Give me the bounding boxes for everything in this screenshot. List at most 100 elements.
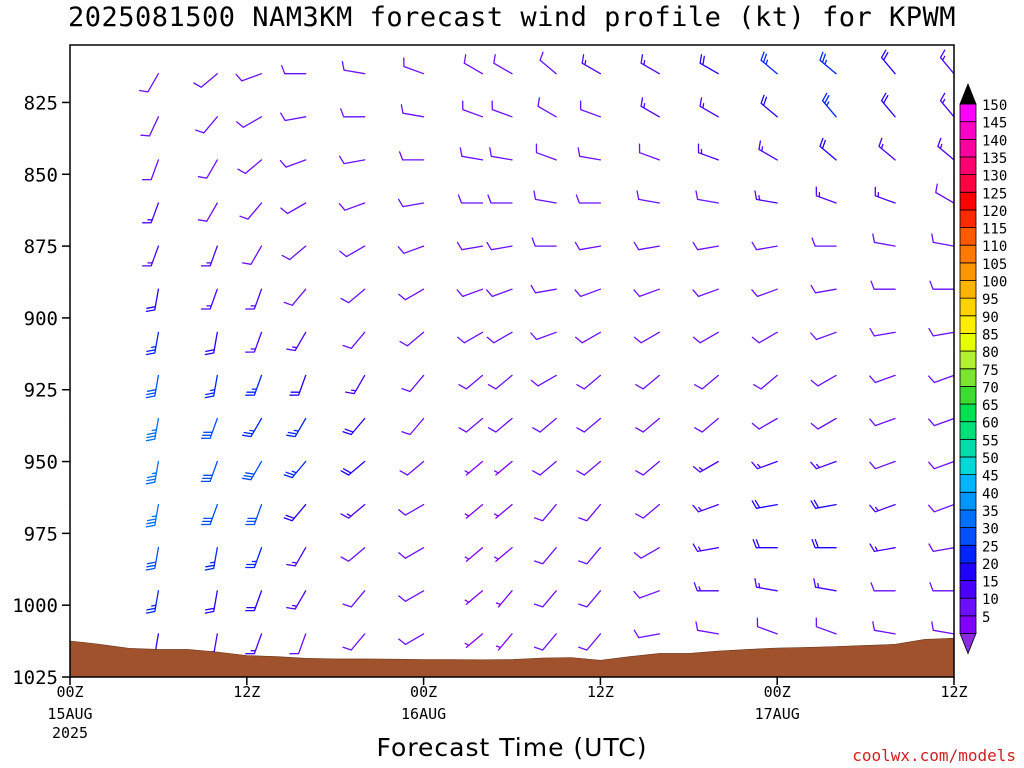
wind-barb [280, 112, 307, 122]
wind-barb [751, 460, 778, 470]
wind-barb [493, 503, 513, 519]
wind-barb [760, 51, 778, 75]
wind-barb [397, 198, 425, 208]
wind-barb [695, 621, 719, 635]
wind-barb [931, 621, 954, 635]
wind-barb [70, 288, 71, 293]
wind-barb [463, 54, 484, 75]
wind-barb [398, 590, 425, 602]
wind-barb [398, 503, 425, 516]
wind-barb [456, 241, 484, 251]
colorbar-swatch [959, 385, 977, 405]
colorbar-max-arrow [959, 82, 977, 105]
wind-barb [939, 92, 954, 118]
wind-barb [535, 143, 557, 161]
wind-barb [70, 503, 71, 509]
wind-barb [286, 547, 307, 567]
wind-barb [456, 288, 484, 298]
wind-barb [869, 374, 896, 384]
wind-barb [692, 543, 719, 553]
wind-barb [245, 374, 263, 396]
wind-barb [574, 331, 602, 344]
wind-barb [486, 331, 513, 344]
wind-barb [533, 590, 557, 608]
x-tick-label: 00Z [764, 683, 791, 701]
colorbar-label: 50 [982, 451, 999, 467]
wind-barb [581, 54, 602, 75]
colorbar-label: 115 [982, 222, 1007, 238]
y-tick-label: 900 [24, 308, 58, 330]
wind-barb [810, 460, 837, 470]
wind-barb [464, 633, 484, 649]
wind-barb [533, 503, 557, 522]
wind-barb [280, 202, 307, 215]
wind-barb [340, 460, 366, 476]
wind-barb [458, 374, 484, 390]
wind-barb [142, 245, 160, 267]
colorbar-label: 55 [982, 433, 999, 449]
wind-barb [145, 374, 160, 399]
wind-barb [403, 57, 425, 75]
colorbar-label: 135 [982, 151, 1007, 167]
wind-barb [939, 49, 954, 75]
wind-barb [487, 417, 513, 433]
wind-barb [539, 51, 557, 75]
wind-barb [693, 582, 719, 592]
wind-barb [811, 237, 837, 247]
wind-barb [398, 151, 425, 161]
wind-barb [204, 331, 218, 356]
wind-barb [754, 190, 778, 204]
wind-barb [70, 633, 71, 638]
colorbar-swatch [959, 227, 977, 246]
wind-barb [578, 547, 602, 565]
wind-barb [819, 137, 837, 161]
colorbar-label: 145 [982, 116, 1007, 132]
wind-barb [495, 633, 513, 651]
source-credit: coolwx.com/models [852, 746, 1016, 765]
wind-barb [531, 237, 557, 247]
x-tick-date: 17AUG [755, 705, 800, 723]
wind-barb [928, 503, 954, 513]
wind-barb [633, 331, 660, 344]
wind-barb [819, 51, 837, 75]
colorbar-label: 10 [982, 592, 999, 608]
wind-barb [810, 374, 837, 387]
wind-barb [401, 417, 425, 436]
wind-barb [869, 460, 896, 470]
wind-barb [928, 460, 954, 470]
colorbar-swatch [959, 597, 977, 617]
wind-barb [929, 280, 954, 290]
wind-barb [286, 331, 307, 352]
colorbar-swatch [959, 174, 977, 193]
colorbar-swatch [959, 544, 977, 564]
wind-barb [928, 327, 954, 337]
wind-barb [340, 503, 366, 519]
wind-barb [145, 590, 160, 614]
wind-barb [811, 539, 837, 549]
wind-barb [204, 547, 218, 571]
wind-barb [283, 460, 307, 479]
colorbar-label: 95 [982, 292, 999, 308]
wind-barb [752, 539, 778, 549]
wind-barb [200, 417, 218, 439]
wind-barb [532, 460, 557, 476]
wind-barb [699, 97, 719, 118]
wind-barb [70, 73, 71, 76]
colorbar-label: 25 [982, 539, 999, 555]
wind-barb [751, 417, 778, 430]
colorbar-swatch [959, 615, 977, 634]
wind-barb [338, 155, 366, 165]
y-tick-label: 925 [24, 380, 58, 402]
wind-barb [70, 202, 71, 205]
wind-barb [869, 543, 896, 553]
wind-barb [928, 374, 954, 384]
wind-barb [493, 460, 513, 476]
wind-barb [70, 417, 71, 423]
wind-barb [457, 194, 484, 204]
wind-barb [200, 288, 218, 310]
wind-barb [635, 460, 660, 476]
wind-barb [457, 331, 484, 344]
x-tick-label: 12Z [940, 683, 967, 701]
wind-barb [145, 417, 160, 442]
